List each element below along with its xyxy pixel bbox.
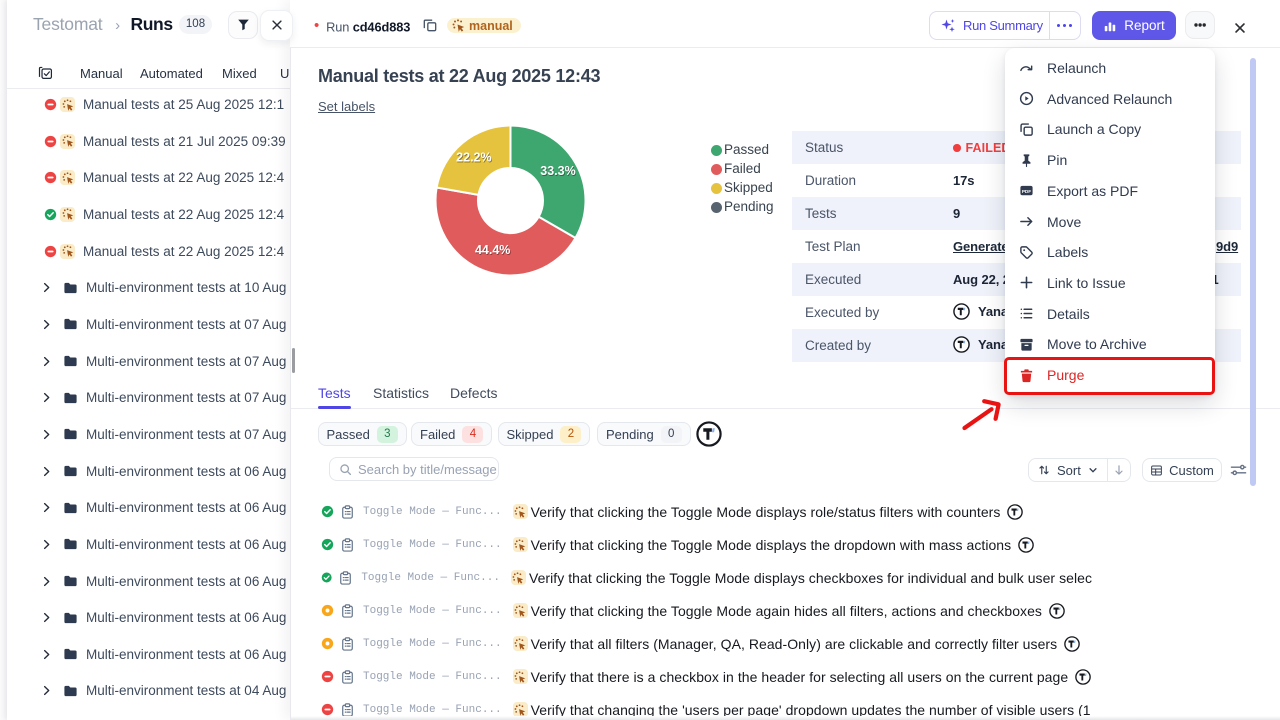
svg-text:22.2%: 22.2%: [456, 150, 491, 164]
svg-text:PDF: PDF: [1022, 189, 1031, 194]
svg-text:44.4%: 44.4%: [475, 243, 510, 257]
svg-text:44.4%: 44.4%: [476, 244, 511, 258]
svg-text:22.2%: 22.2%: [457, 152, 492, 166]
svg-text:33.3%: 33.3%: [540, 164, 575, 178]
svg-text:33.3%: 33.3%: [541, 165, 576, 179]
